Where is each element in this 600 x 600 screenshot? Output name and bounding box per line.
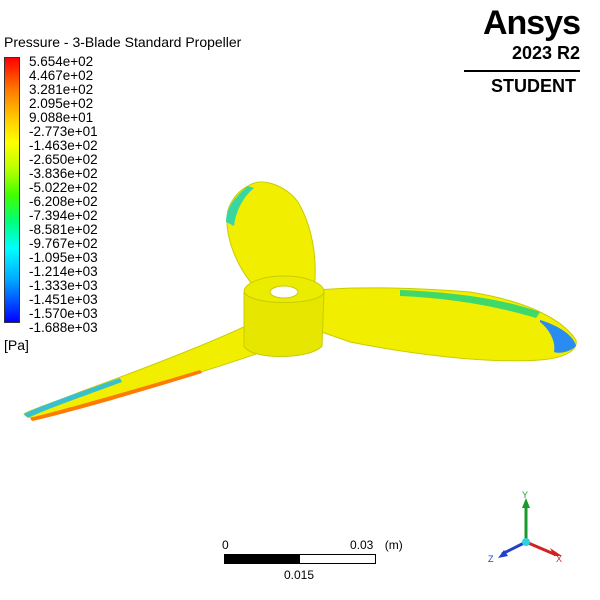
legend-value: 4.467e+02 [29, 68, 94, 83]
scale-mid: 0.015 [284, 568, 315, 582]
legend-units: [Pa] [4, 337, 29, 353]
brand-version: 2023 R2 [511, 43, 580, 63]
z-axis-label: Z [488, 554, 494, 564]
hub-bore [269, 285, 299, 299]
ansys-brand: Ansys 2023 R2 STUDENT [464, 4, 581, 96]
x-axis-label: X [556, 554, 562, 564]
legend-value: 2.095e+02 [29, 96, 94, 111]
legend-value: 5.654e+02 [29, 54, 94, 69]
legend-value: -1.688e+03 [29, 320, 98, 335]
legend-value: 9.088e+01 [29, 110, 94, 125]
legend-value: -1.095e+03 [29, 250, 98, 265]
hub-body [243, 291, 325, 357]
legend-value: -9.767e+02 [29, 236, 98, 251]
scale-zero: 0 [222, 538, 229, 552]
z-axis-line [501, 540, 527, 556]
legend-value: -1.451e+03 [29, 292, 98, 307]
axis-triad[interactable]: Y X Z [484, 490, 574, 570]
scale-max: 0.03 (m) [350, 538, 403, 552]
right-blade-tip [540, 320, 576, 353]
brand-name: Ansys [482, 4, 581, 42]
legend-value: -2.773e+01 [29, 124, 98, 139]
scale-bar: 0 0.03 (m) 0.015 [222, 538, 412, 588]
legend-value: -6.208e+02 [29, 194, 98, 209]
brand-edition: STUDENT [491, 76, 576, 96]
y-axis-arrow [522, 498, 530, 508]
legend-value: -5.022e+02 [29, 180, 98, 195]
color-legend-bar [4, 57, 20, 323]
right-blade-edge [400, 290, 540, 318]
scale-ruler [224, 554, 376, 564]
legend-value: -8.581e+02 [29, 222, 98, 237]
scale-ruler-black-segment [225, 555, 300, 563]
triad-origin [522, 538, 530, 546]
legend-value: -1.333e+03 [29, 278, 98, 293]
legend-value: -1.214e+03 [29, 264, 98, 279]
legend-value: -2.650e+02 [29, 152, 98, 167]
legend-value: 3.281e+02 [29, 82, 94, 97]
left-blade-trailing [30, 370, 202, 421]
scale-max-value: 0.03 [350, 538, 374, 552]
scale-unit: (m) [384, 538, 403, 552]
brand-divider [464, 70, 580, 72]
plot-title: Pressure - 3-Blade Standard Propeller [4, 34, 242, 50]
x-axis-line [525, 540, 555, 556]
y-axis-label: Y [522, 490, 528, 500]
legend-value: -1.463e+02 [29, 138, 98, 153]
upper-blade-edge [226, 186, 254, 226]
legend-value: -1.570e+03 [29, 306, 98, 321]
left-blade-edge [24, 378, 122, 418]
z-axis-arrow [498, 550, 508, 558]
x-axis-arrow [550, 548, 562, 556]
legend-value: -3.836e+02 [29, 166, 98, 181]
legend-value: -7.394e+02 [29, 208, 98, 223]
